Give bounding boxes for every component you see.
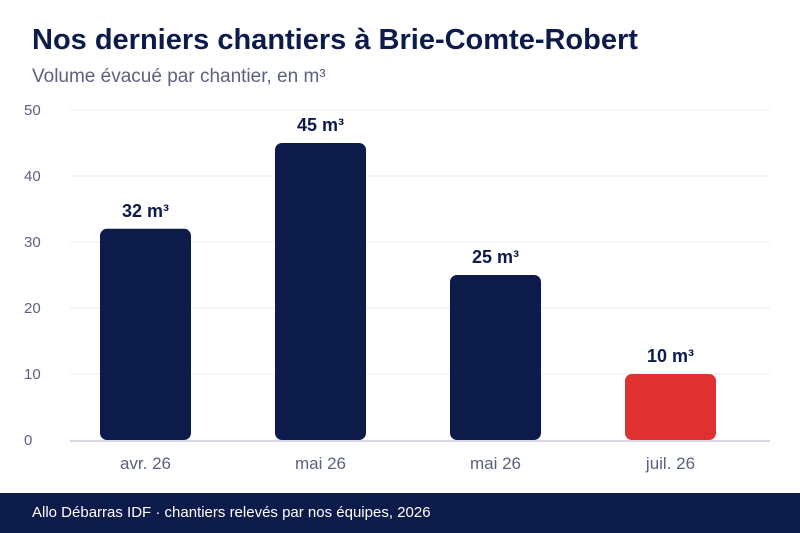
y-tick-label: 50 xyxy=(24,102,41,119)
x-tick-label: juil. 26 xyxy=(645,454,695,473)
x-tick-label: mai 26 xyxy=(295,454,346,473)
x-tick-label: avr. 26 xyxy=(120,454,171,473)
bar xyxy=(275,143,366,440)
bar-chart: 0 10 20 30 40 50 32 m³ avr. 26 45 m³ mai 26 25 m³ m… xyxy=(24,102,770,473)
data-label: 32 m³ xyxy=(122,201,169,221)
data-label: 45 m³ xyxy=(297,115,344,135)
y-tick-label: 40 xyxy=(24,168,41,185)
bar xyxy=(625,374,716,440)
bar xyxy=(100,228,191,440)
x-tick-label: mai 26 xyxy=(470,454,521,473)
footer-bar: Allo Débarras IDF · chantiers relevés pa… xyxy=(0,493,800,533)
chart-subtitle: Volume évacué par chantier, en m³ xyxy=(32,66,326,87)
data-label: 10 m³ xyxy=(647,346,694,366)
bar xyxy=(450,275,541,440)
y-tick-label: 0 xyxy=(24,432,32,449)
data-label: 25 m³ xyxy=(472,247,519,267)
y-tick-label: 20 xyxy=(24,300,41,317)
y-tick-label: 10 xyxy=(24,366,41,383)
chart-title: Nos derniers chantiers à Brie-Comte-Robe… xyxy=(32,24,638,56)
y-tick-label: 30 xyxy=(24,234,41,251)
footer-source: Allo Débarras IDF · chantiers relevés pa… xyxy=(32,504,431,521)
